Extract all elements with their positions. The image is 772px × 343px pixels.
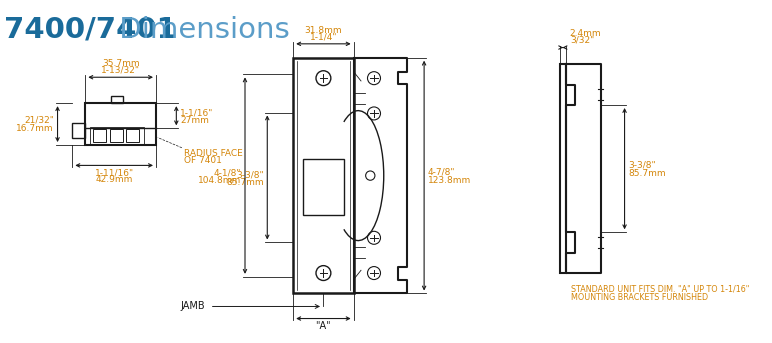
Text: 4-7/8": 4-7/8" (428, 167, 455, 176)
Text: 104.8mm: 104.8mm (198, 176, 242, 185)
Text: 3-3/8": 3-3/8" (628, 161, 656, 169)
Text: 123.8mm: 123.8mm (428, 176, 471, 185)
Text: 7400/7401: 7400/7401 (4, 16, 177, 44)
Text: JAMB: JAMB (181, 301, 205, 311)
Text: 1-1/4": 1-1/4" (310, 32, 337, 41)
Bar (90, 127, 144, 144)
Bar (303, 159, 344, 215)
Text: 85.7mm: 85.7mm (628, 169, 666, 178)
Bar (86, 103, 156, 145)
Text: 1-13/32": 1-13/32" (101, 66, 141, 74)
Bar (110, 129, 123, 142)
Bar (293, 58, 354, 294)
Text: 1-11/16": 1-11/16" (95, 168, 134, 177)
Text: 2.4mm: 2.4mm (570, 29, 601, 38)
Text: MOUNTING BRACKETS FURNISHED: MOUNTING BRACKETS FURNISHED (571, 294, 708, 303)
Text: STANDARD UNIT FITS DIM. "A" UP TO 1-1/16": STANDARD UNIT FITS DIM. "A" UP TO 1-1/16… (571, 284, 749, 293)
Bar (93, 129, 106, 142)
Text: 35.7mm: 35.7mm (102, 59, 140, 68)
Text: 31.8mm: 31.8mm (305, 25, 342, 35)
Text: Dimensions: Dimensions (110, 16, 290, 44)
Text: 27mm: 27mm (180, 116, 209, 125)
Text: 3-3/8": 3-3/8" (236, 170, 263, 179)
Text: 1-1/16": 1-1/16" (180, 108, 213, 117)
Text: 42.9mm: 42.9mm (96, 175, 133, 184)
Bar (111, 96, 123, 103)
Text: 4-1/8": 4-1/8" (214, 168, 242, 177)
Text: RADIUS FACE: RADIUS FACE (184, 149, 242, 158)
Text: 3/32": 3/32" (570, 36, 594, 45)
Bar (560, 64, 566, 273)
Bar (126, 129, 139, 142)
Text: 16.7mm: 16.7mm (16, 124, 54, 133)
Text: "A": "A" (316, 321, 331, 331)
Text: 85.7mm: 85.7mm (226, 178, 263, 187)
Text: 21/32": 21/32" (24, 116, 54, 125)
Text: OF 7401: OF 7401 (184, 156, 222, 165)
Bar (73, 123, 86, 138)
